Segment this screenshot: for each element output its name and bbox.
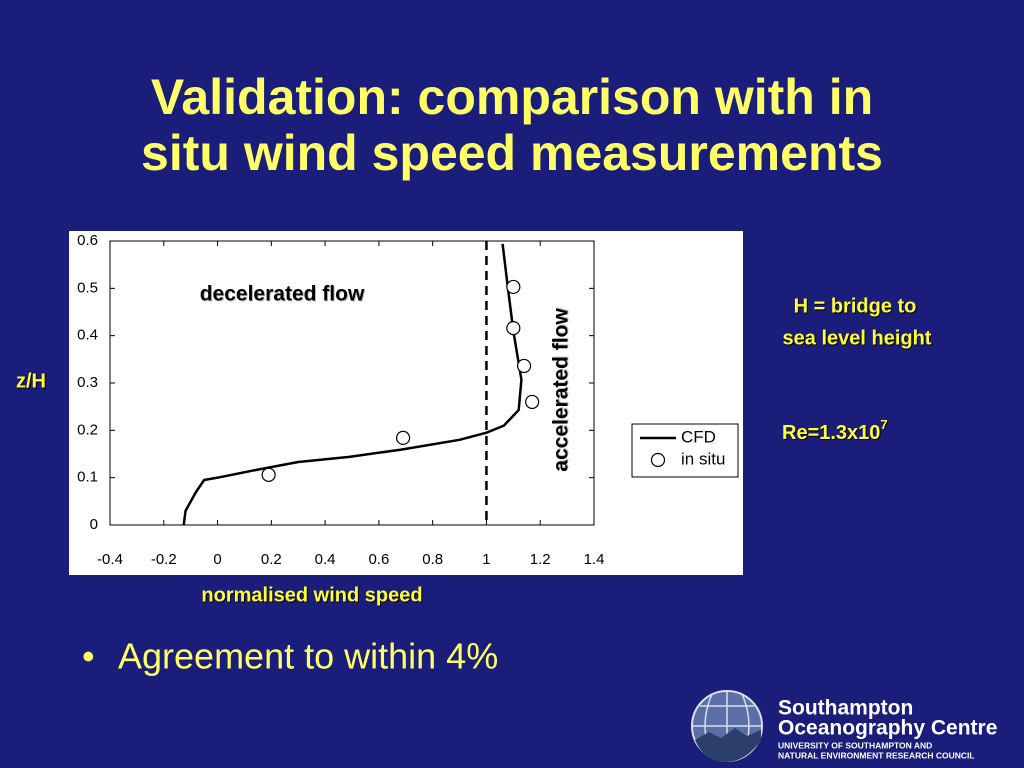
x-tick-label: 0.4 [315,551,336,568]
x-tick-label: 0.6 [368,551,389,568]
legend-label: in situ [681,449,725,468]
logo-subtitle: UNIVERSITY OF SOUTHAMPTON AND [778,740,932,750]
x-tick-label: 0.2 [261,551,282,568]
note: sea level height [783,327,932,349]
data-point [506,320,521,336]
note-exponent: 7 [880,417,887,432]
data-point [506,279,521,295]
logo: Southampton Oceanography Centre UNIVERSI… [691,690,997,762]
annotation: accelerated flow [550,308,573,472]
logo-wave [695,728,761,762]
data-point [516,358,532,374]
x-tick-label: -0.4 [97,551,123,568]
y-tick-label: 0.1 [77,469,98,486]
x-tick-label: -0.2 [151,551,177,568]
x-tick-label: 1 [482,551,490,568]
x-tick-label: 1.2 [530,551,551,568]
y-tick-label: 0.6 [77,232,98,249]
x-tick-label: 1.4 [584,551,605,568]
x-tick-label: 0 [213,551,221,568]
y-tick-label: 0 [90,516,98,533]
bullet: Agreement to within 4% [118,636,498,677]
y-tick-label: 0.5 [77,279,98,296]
legend-swatch [650,452,666,468]
slide-title: situ wind speed measurements [141,125,883,181]
data-point [395,430,411,446]
y-tick-label: 0.4 [77,327,98,344]
note-text: Re=1.3x10 [782,422,880,444]
x-axis-label: normalised wind speed [201,584,422,606]
y-tick-label: 0.2 [77,421,98,438]
logo-text: Southampton [778,697,913,720]
slide-title: Validation: comparison with in [151,69,873,125]
data-point [525,394,540,410]
y-axis-label: z/H [16,370,46,392]
x-tick-label: 0.8 [422,551,443,568]
annotation: decelerated flow [200,283,365,306]
note: H = bridge to [794,295,917,317]
logo-subtitle: NATURAL ENVIRONMENT RESEARCH COUNCIL [778,750,975,760]
chart-background [69,231,743,575]
bullet-marker: • [82,636,95,677]
logo-text: Oceanography Centre [778,717,997,740]
legend [631,423,739,478]
note: Re=1.3x107 [782,417,888,444]
y-tick-label: 0.3 [77,374,98,391]
legend-label: CFD [681,427,716,446]
data-point [261,467,276,482]
